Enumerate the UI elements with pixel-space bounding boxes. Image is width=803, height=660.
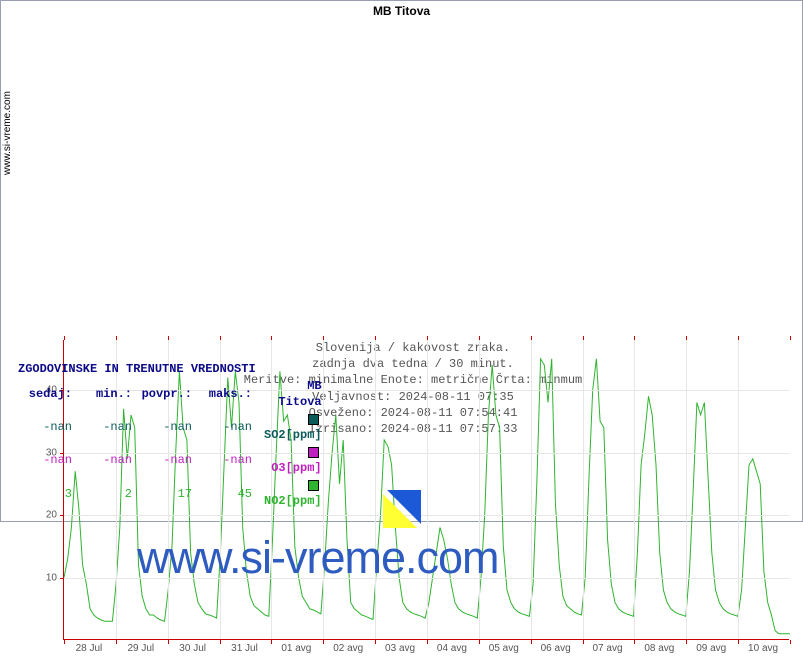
stats-cell: -nan (80, 412, 138, 443)
xtick-label: 06 avg (541, 643, 571, 654)
stats-cell: -nan (200, 412, 258, 443)
xtick-label: 31 Jul (231, 643, 258, 654)
xtick-label: 29 Jul (127, 643, 154, 654)
xtick-label: 01 avg (281, 643, 311, 654)
stats-cell: 45 (200, 479, 258, 510)
stats-block: ZGODOVINSKE IN TRENUTNE VREDNOSTI sedaj:… (18, 362, 330, 512)
xtick-label: 09 avg (696, 643, 726, 654)
watermark-logo (383, 490, 421, 528)
col-min: min.: (80, 379, 138, 410)
xtick-label: 30 Jul (179, 643, 206, 654)
stats-cell: -nan (20, 412, 78, 443)
stats-row: -nan-nan-nan-nanO3[ppm] (20, 446, 328, 477)
stats-cell: -nan (20, 446, 78, 477)
xtick-label: 10 avg (748, 643, 778, 654)
stats-row: 321745NO2[ppm] (20, 479, 328, 510)
series-name-cell: O3[ppm] (260, 446, 328, 477)
gridline-v (531, 340, 532, 639)
stats-cell: -nan (140, 446, 198, 477)
col-now: sedaj: (20, 379, 78, 410)
gridline-v (479, 340, 480, 639)
stats-cell: 17 (140, 479, 198, 510)
xtick-label: 28 Jul (76, 643, 103, 654)
series-name-cell: NO2[ppm] (260, 479, 328, 510)
stats-cell: 2 (80, 479, 138, 510)
stats-cell: -nan (80, 446, 138, 477)
xtick-label: 02 avg (333, 643, 363, 654)
stats-row: -nan-nan-nan-nanSO2[ppm] (20, 412, 328, 443)
watermark-text: www.si-vreme.com (137, 532, 499, 584)
xtick-label: 07 avg (592, 643, 622, 654)
stats-cell: 3 (20, 479, 78, 510)
gridline-v (375, 340, 376, 639)
stats-cell: -nan (200, 446, 258, 477)
stats-header-row: sedaj: min.: povpr.: maks.: MB Titova (20, 379, 328, 410)
stats-table: sedaj: min.: povpr.: maks.: MB Titova -n… (18, 377, 330, 512)
gridline-v (427, 340, 428, 639)
swatch-icon (308, 480, 319, 491)
y-axis-label: www.si-vreme.com (2, 91, 13, 175)
gridline-v (738, 340, 739, 639)
gridline-v (686, 340, 687, 639)
gridline-v (583, 340, 584, 639)
col-avg: povpr.: (140, 379, 198, 410)
series-label: MB Titova (260, 379, 328, 410)
xtick-label: 04 avg (437, 643, 467, 654)
gridline-v (634, 340, 635, 639)
ytick-label: 10 (46, 572, 57, 583)
xtick-label: 08 avg (644, 643, 674, 654)
swatch-icon (308, 414, 319, 425)
xtick-label: 03 avg (385, 643, 415, 654)
col-max: maks.: (200, 379, 258, 410)
swatch-icon (308, 447, 319, 458)
stats-cell: -nan (140, 412, 198, 443)
stats-heading: ZGODOVINSKE IN TRENUTNE VREDNOSTI (18, 362, 330, 378)
series-name-cell: SO2[ppm] (260, 412, 328, 443)
xtick-label: 05 avg (489, 643, 519, 654)
chart-title: MB Titova (1, 1, 802, 18)
